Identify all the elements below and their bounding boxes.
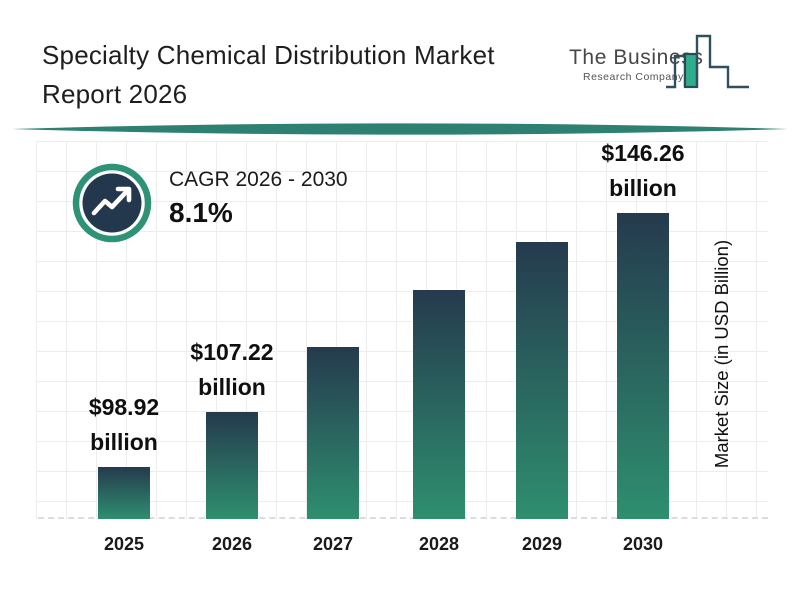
bar-2026 — [206, 412, 258, 519]
x-axis-baseline — [38, 517, 768, 519]
divider-line — [12, 123, 788, 135]
logo-bar-chart-icon — [666, 34, 749, 89]
value-unit: billion — [609, 175, 677, 201]
page-title: Specialty Chemical Distribution Market R… — [42, 36, 495, 114]
value-amount: $146.26 — [601, 140, 685, 166]
value-unit: billion — [90, 429, 158, 455]
bar-plot-area: 2025 $98.92 billion 2026 $107.22 billion 2027 2… — [36, 136, 731, 554]
cagr-period-label: CAGR 2026 - 2030 — [169, 168, 348, 191]
x-tick-2027: 2027 — [312, 534, 354, 554]
page-title-line2: Report 2026 — [42, 79, 188, 109]
bar-2025 — [98, 467, 150, 519]
value-amount: $107.22 — [190, 339, 274, 365]
bar-2029 — [516, 242, 568, 519]
logo-text-primary: The Business — [569, 46, 704, 69]
bar-2027 — [307, 347, 359, 519]
x-tick-2029: 2029 — [521, 534, 563, 554]
logo-text-secondary: Research Company — [583, 71, 684, 83]
x-tick-2026: 2026 — [211, 534, 253, 554]
x-tick-2028: 2028 — [418, 534, 460, 554]
value-unit: billion — [198, 374, 266, 400]
x-tick-2030: 2030 — [622, 534, 664, 554]
bar-2030 — [617, 213, 669, 519]
page-title-line1: Specialty Chemical Distribution Market — [42, 40, 495, 70]
value-amount: $98.92 — [88, 394, 160, 420]
trend-up-icon — [72, 163, 152, 243]
cagr-value: 8.1% — [169, 197, 233, 228]
value-label-2030: $146.26 billion — [555, 136, 731, 206]
value-label-2026: $107.22 billion — [144, 335, 320, 405]
bar-2028 — [413, 290, 465, 519]
x-tick-2025: 2025 — [103, 534, 145, 554]
y-axis-label: Market Size (in USD Billion) — [711, 239, 732, 469]
value-label-2025: $98.92 billion — [36, 390, 212, 460]
